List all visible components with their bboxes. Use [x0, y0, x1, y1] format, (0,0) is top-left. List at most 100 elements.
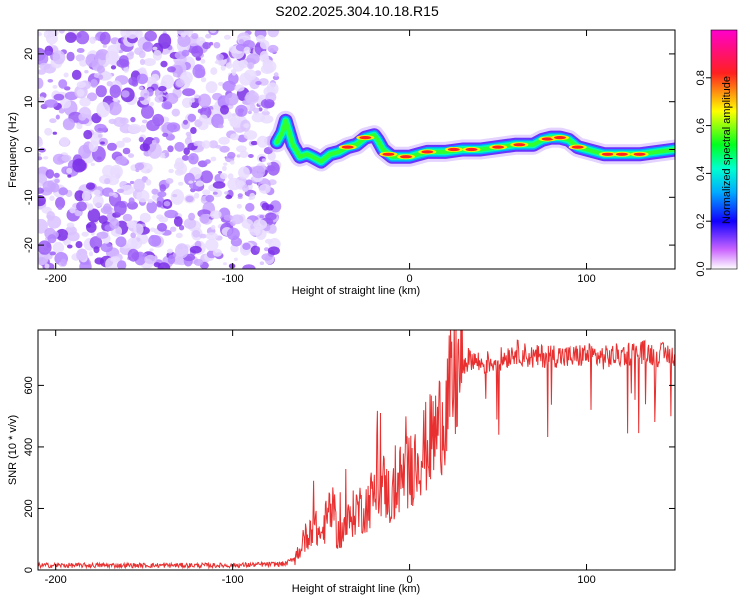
x-tick-label: 0 [407, 273, 413, 285]
noise-blob [161, 101, 173, 110]
noise-blob [89, 36, 96, 44]
noise-blob [102, 44, 107, 48]
noise-blob [38, 182, 42, 188]
noise-blob [59, 136, 70, 147]
colorbar-gradient [710, 29, 738, 270]
noise-blob [192, 230, 201, 238]
noise-blob [193, 258, 204, 266]
noise-blob [98, 215, 108, 224]
noise-blob [52, 85, 58, 89]
y-tick-label: 200 [23, 499, 35, 517]
noise-blob [168, 168, 174, 174]
noise-blob [38, 195, 46, 207]
noise-blob [44, 50, 52, 56]
noise-blob [123, 66, 129, 73]
noise-blob [193, 94, 200, 99]
colorbar-tick-label: 0.6 [695, 118, 707, 133]
noise-blob [99, 31, 111, 45]
noise-blob [93, 132, 104, 139]
noise-blob [75, 241, 83, 249]
noise-blob [243, 123, 250, 129]
noise-blob [127, 123, 142, 134]
noise-blob [57, 206, 63, 210]
noise-blob [76, 81, 87, 88]
noise-blob [127, 248, 140, 262]
noise-blob [227, 177, 241, 191]
noise-blob [173, 73, 178, 77]
spectrogram-y-label: Frequency (Hz) [7, 112, 19, 188]
noise-blob [75, 54, 86, 62]
noise-blob [224, 191, 229, 195]
noise-blob [93, 189, 101, 196]
noise-blob [107, 175, 119, 186]
noise-blob [210, 67, 218, 75]
noise-blob [220, 65, 226, 71]
noise-blob [242, 242, 251, 250]
noise-blob [263, 108, 268, 112]
noise-blob [76, 48, 85, 53]
noise-blob [193, 141, 199, 147]
noise-blob [89, 236, 103, 250]
noise-blob [106, 81, 113, 87]
colorbar-tick-label: 0.0 [695, 261, 707, 276]
noise-blob [108, 101, 122, 116]
noise-blob [180, 32, 187, 38]
noise-blob [256, 135, 269, 148]
noise-blob [100, 242, 113, 253]
noise-blob [158, 85, 167, 92]
noise-blob [272, 75, 280, 81]
noise-blob [79, 59, 88, 67]
noise-blob [100, 141, 105, 145]
noise-blob [250, 140, 258, 146]
noise-blob [248, 154, 254, 158]
noise-blob [259, 261, 265, 266]
noise-blob [229, 117, 239, 128]
noise-blob [38, 51, 49, 66]
noise-blob [194, 119, 203, 128]
noise-blob [47, 234, 57, 244]
noise-blob [224, 34, 231, 40]
noise-blob [49, 251, 56, 256]
noise-blob [127, 201, 138, 210]
noise-blob [117, 260, 127, 269]
noise-blob [45, 169, 55, 179]
noise-blob [178, 181, 184, 186]
noise-blob [239, 150, 249, 158]
ridge-core-red [447, 147, 460, 152]
noise-blob [181, 49, 190, 57]
noise-blob [65, 32, 77, 43]
noise-blob [186, 134, 192, 140]
noise-blob [118, 55, 129, 67]
y-tick-label: 10 [23, 96, 35, 108]
noise-blob [188, 180, 194, 184]
noise-blob [113, 117, 126, 127]
x-tick-label: 100 [577, 574, 595, 586]
noise-blob [194, 68, 206, 78]
noise-blob [209, 30, 217, 33]
colorbar: 0.0 0.2 0.4 0.6 0.8 Normalized spectral ampl… [695, 29, 738, 277]
noise-blob [242, 184, 249, 192]
noise-blob [46, 211, 55, 221]
noise-blob [158, 33, 172, 49]
noise-blob [144, 30, 157, 42]
noise-blob [267, 30, 279, 38]
noise-blob [194, 192, 200, 199]
ridge-core-red [571, 145, 584, 149]
noise-blob [185, 195, 194, 203]
noise-blob [128, 76, 138, 86]
noise-blob [258, 183, 271, 194]
noise-blob [170, 226, 177, 232]
noise-blob [225, 194, 233, 200]
noise-blob [55, 197, 66, 209]
noise-blob [223, 262, 227, 266]
x-tick-label: 0 [407, 574, 413, 586]
noise-blob [247, 110, 252, 115]
noise-blob [76, 123, 83, 130]
noise-blob [236, 203, 242, 209]
noise-blob [205, 238, 219, 251]
noise-blob [188, 212, 196, 221]
noise-blob [38, 31, 42, 37]
x-tick-label: -100 [222, 574, 244, 586]
ridge-core-red [541, 137, 554, 141]
